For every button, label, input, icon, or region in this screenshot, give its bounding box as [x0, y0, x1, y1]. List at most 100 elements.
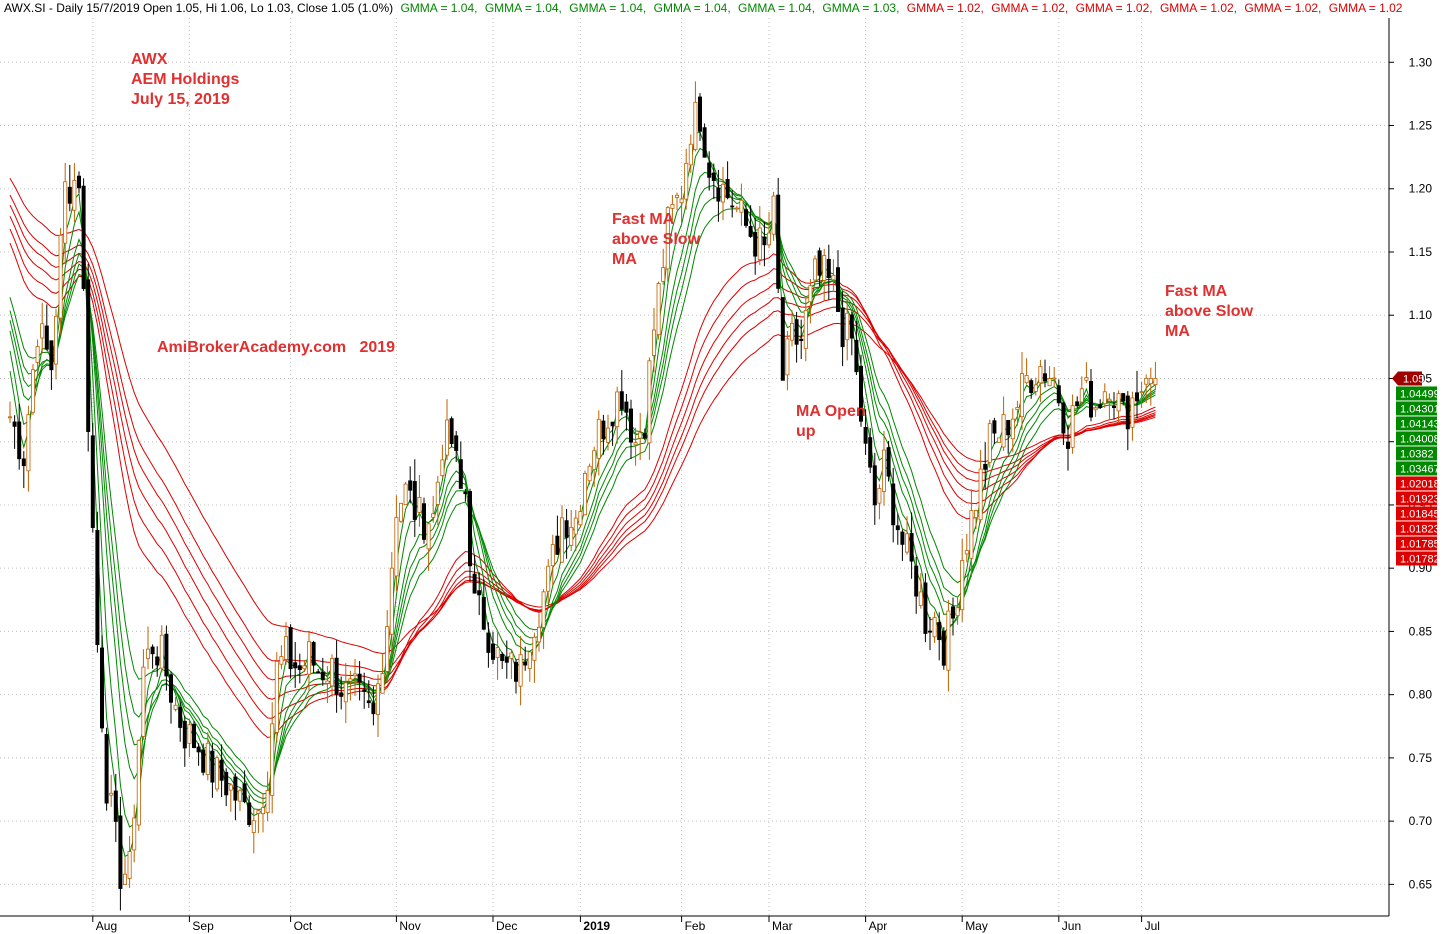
fast-moving-averages [9, 131, 1156, 858]
gmma-value-label: 1.04008 [1400, 433, 1440, 445]
gmma-value-box [1396, 386, 1437, 401]
candle-body [1075, 401, 1080, 407]
candle-body [905, 533, 910, 553]
annotation-fast-above-slow-1: Fast MA above Slow MA [612, 211, 701, 268]
candle-body [343, 682, 348, 703]
candle-body [698, 96, 703, 132]
candle-body [495, 647, 500, 658]
candle-body [918, 591, 923, 606]
x-axis: Aug Sep Oct Nov Dec 2019 Feb Mar Apr May Jun Jul [92, 916, 1160, 933]
candle-body [49, 340, 54, 371]
candle-body [909, 533, 914, 562]
candle-body [426, 523, 431, 550]
candle-body [1084, 377, 1089, 381]
candle-body [431, 513, 436, 518]
candle-body [1070, 405, 1075, 448]
candle-body [1130, 397, 1135, 428]
candle-body [845, 312, 850, 341]
candle-body [1144, 378, 1149, 385]
candle-body [178, 706, 183, 728]
candle-body [974, 510, 979, 518]
candle-body [725, 179, 730, 199]
candle-body [30, 369, 35, 413]
candle-body [688, 143, 693, 166]
candle-body [1001, 414, 1006, 448]
gmma-value-fast-6: GMMA = 1.03, [822, 1, 899, 15]
gmma-value-box [1396, 446, 1437, 461]
candle-body [1102, 391, 1107, 405]
candle-body [527, 651, 532, 669]
annotation-title-line-2: AEM Holdings [131, 71, 240, 88]
candle-body [256, 810, 261, 814]
candle-body [1061, 402, 1066, 434]
candle-body [721, 183, 726, 203]
candle-body [753, 231, 758, 257]
gmma-value-box [1396, 521, 1437, 536]
candle-body [624, 401, 629, 413]
x-tick-label: Jun [1062, 919, 1081, 933]
candle-body [633, 442, 638, 446]
candle-body [113, 790, 118, 822]
candle-body [1052, 377, 1057, 380]
candle-body [293, 662, 298, 669]
candle-body [532, 636, 537, 661]
x-tick-label: Apr [869, 919, 888, 933]
candle-body [408, 480, 413, 491]
candle-body [509, 652, 514, 659]
candle-body [1043, 373, 1048, 382]
candle-body [702, 127, 707, 158]
annotation-title: AWX AEM Holdings July 15, 2019 [131, 51, 240, 108]
candle-body [242, 783, 247, 803]
candle-body [716, 187, 721, 202]
candle-body [891, 483, 896, 526]
candle-body [951, 606, 956, 619]
y-tick-label: 0.85 [1409, 624, 1433, 638]
candle-body [35, 346, 40, 363]
candle-body [339, 692, 344, 697]
candle-body [997, 437, 1002, 443]
candle-body [150, 646, 155, 655]
candle-body [569, 526, 574, 546]
candle-body [684, 162, 689, 200]
candle-body [817, 250, 822, 276]
candle-body [707, 162, 712, 178]
candle-body [182, 720, 187, 749]
candle-body [730, 205, 735, 208]
x-tick-label: Feb [685, 919, 706, 933]
candle-body [679, 198, 684, 204]
candle-body [385, 626, 390, 672]
gmma-value-fast-4: GMMA = 1.04, [654, 1, 731, 15]
candle-body [421, 503, 426, 540]
gmma-value-box [1396, 431, 1437, 446]
candle-body [362, 689, 367, 692]
x-tick-label: May [965, 919, 988, 933]
fast-ema-line-2 [9, 147, 1156, 828]
candle-body [1066, 441, 1071, 449]
y-tick-label: 1.25 [1409, 119, 1433, 133]
candle-body [159, 634, 164, 669]
candle-body [615, 391, 620, 428]
candle-body [1010, 418, 1015, 440]
gmma-value-slow-1: GMMA = 1.02, [907, 1, 984, 15]
candle-body [325, 680, 330, 684]
candle-body [555, 535, 560, 555]
candle-body [316, 671, 321, 674]
candle-body [560, 517, 565, 563]
candle-body [348, 678, 353, 682]
candle-body [1047, 378, 1052, 387]
candle-body [610, 421, 615, 427]
candle-body [794, 319, 799, 345]
candle-body [17, 421, 22, 460]
candle-body [1038, 366, 1043, 384]
candle-body [417, 496, 422, 513]
candle-body [799, 338, 804, 342]
candle-body [780, 297, 785, 381]
y-tick-label: 0.65 [1409, 877, 1433, 891]
candle-body [481, 596, 486, 630]
candle-body [164, 633, 169, 677]
annotation-title-line-1: AWX [131, 51, 168, 68]
slow-ema-line-1 [9, 242, 1156, 739]
candle-body [813, 258, 818, 281]
candle-body [739, 199, 744, 213]
candle-body [960, 560, 965, 611]
